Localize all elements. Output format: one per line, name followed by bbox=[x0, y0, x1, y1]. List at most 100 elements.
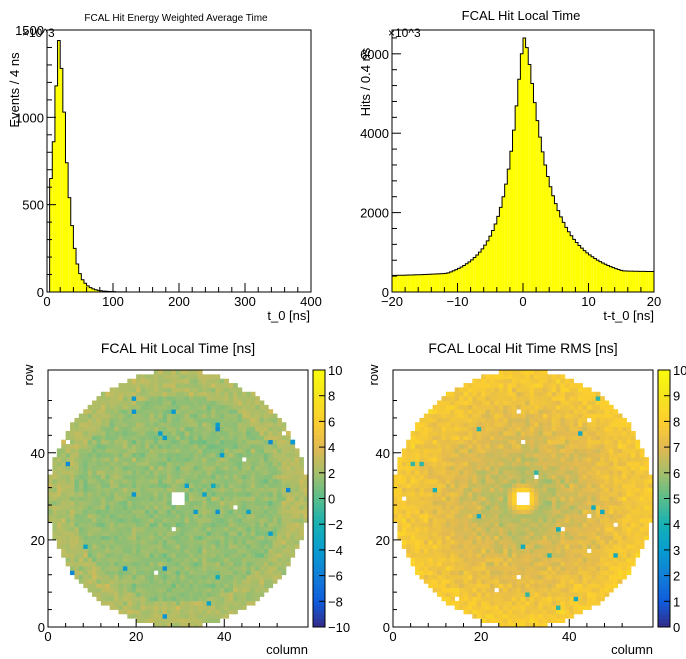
heatmap-cell bbox=[122, 539, 128, 545]
heatmap-cell bbox=[586, 535, 592, 541]
heatmap-cell bbox=[591, 531, 597, 536]
heatmap-cell bbox=[74, 552, 80, 558]
heatmap-cell bbox=[255, 557, 260, 563]
heatmap-cell bbox=[613, 513, 619, 519]
heatmap-cell bbox=[268, 513, 274, 519]
heatmap-cell bbox=[189, 609, 194, 615]
heatmap-cell bbox=[144, 583, 150, 589]
heatmap-cell bbox=[630, 457, 636, 462]
heatmap-cell bbox=[626, 557, 632, 563]
heatmap-cell bbox=[450, 574, 456, 580]
heatmap-cell bbox=[180, 426, 185, 432]
heatmap-cell bbox=[127, 439, 133, 445]
heatmap-cell bbox=[485, 500, 491, 506]
heatmap-cell bbox=[564, 461, 570, 467]
heatmap-cell bbox=[573, 566, 579, 571]
heatmap-cell bbox=[149, 579, 155, 584]
heatmap-cell bbox=[193, 430, 199, 436]
heatmap-cell bbox=[503, 605, 508, 610]
heatmap-cell bbox=[202, 396, 207, 401]
heatmap-cell bbox=[569, 596, 575, 602]
heatmap-cell bbox=[635, 548, 641, 554]
heatmap-cell bbox=[626, 561, 632, 567]
heatmap-cell bbox=[467, 483, 473, 488]
heatmap-cell bbox=[622, 505, 627, 510]
heatmap-cell bbox=[582, 561, 588, 567]
heatmap-cell bbox=[542, 605, 548, 610]
histogram-bar bbox=[49, 178, 53, 292]
heatmap-cell bbox=[197, 457, 203, 462]
heatmap-cell bbox=[534, 579, 539, 584]
heatmap-cell bbox=[525, 613, 530, 619]
heatmap-cell bbox=[591, 574, 597, 580]
heatmap-cell bbox=[175, 557, 181, 563]
heatmap-cell bbox=[241, 570, 247, 576]
heatmap-cell bbox=[454, 605, 460, 610]
heatmap-cell bbox=[65, 491, 71, 497]
heatmap-cell bbox=[140, 522, 146, 528]
heatmap-cell bbox=[511, 587, 517, 593]
heatmap-cell bbox=[78, 448, 84, 454]
heatmap-cell bbox=[114, 574, 119, 580]
heatmap-cell bbox=[516, 592, 522, 597]
heatmap-cell bbox=[96, 566, 102, 571]
heatmap-cell bbox=[542, 474, 548, 480]
colorbar-segment bbox=[313, 528, 325, 534]
heatmap-cell bbox=[538, 587, 544, 593]
heatmap-cell bbox=[503, 561, 508, 567]
heatmap-cell bbox=[595, 474, 601, 480]
heatmap-cell bbox=[299, 483, 304, 488]
heatmap-cell bbox=[87, 417, 93, 423]
heatmap-cell bbox=[441, 505, 447, 510]
heatmap-cell bbox=[511, 557, 517, 563]
heatmap-cell bbox=[215, 435, 221, 441]
heatmap-cell bbox=[511, 566, 517, 571]
heatmap-cell bbox=[233, 383, 238, 388]
heatmap-cell bbox=[105, 457, 111, 462]
heatmap-cell bbox=[481, 496, 486, 502]
heatmap-cell bbox=[437, 587, 442, 593]
heatmap-cell bbox=[162, 444, 168, 449]
heatmap-cell bbox=[489, 522, 495, 528]
heatmap-cell bbox=[114, 592, 119, 597]
histogram-bar bbox=[91, 288, 95, 292]
heatmap-cell bbox=[525, 487, 530, 493]
heatmap-cell bbox=[136, 587, 141, 593]
heatmap-cell bbox=[406, 526, 411, 532]
heatmap-cell bbox=[162, 518, 168, 523]
heatmap-cell bbox=[459, 513, 464, 519]
heatmap-cell bbox=[246, 487, 252, 493]
heatmap-cell bbox=[393, 487, 398, 493]
heatmap-cell bbox=[52, 500, 58, 506]
heatmap-cell bbox=[83, 535, 89, 541]
heatmap-cell bbox=[118, 396, 124, 401]
heatmap-cell bbox=[489, 574, 495, 580]
heatmap-cell bbox=[241, 561, 247, 567]
heatmap-cell bbox=[428, 500, 434, 506]
heatmap-cell bbox=[644, 487, 649, 493]
heatmap-cell bbox=[61, 548, 66, 554]
heatmap-cell bbox=[78, 500, 84, 506]
heatmap-cell bbox=[463, 500, 469, 506]
heatmap-cell bbox=[202, 535, 207, 541]
heatmap-cell bbox=[241, 544, 247, 549]
heatmap-cell bbox=[626, 566, 632, 571]
heatmap-cell bbox=[586, 574, 592, 580]
heatmap-cell bbox=[463, 452, 469, 458]
heatmap-cell bbox=[272, 448, 278, 454]
heatmap-cell bbox=[144, 552, 150, 558]
histogram-bar bbox=[68, 197, 71, 292]
heatmap-cell bbox=[131, 539, 137, 545]
heatmap-cell bbox=[432, 509, 438, 515]
heatmap-cell bbox=[136, 509, 141, 515]
heatmap-cell bbox=[591, 583, 597, 589]
heatmap-cell bbox=[622, 535, 627, 541]
heatmap-cell bbox=[70, 448, 75, 454]
heatmap-cell bbox=[467, 583, 473, 589]
heatmap-cell bbox=[268, 552, 274, 558]
heatmap-cell bbox=[586, 474, 592, 480]
heatmap-cell bbox=[74, 535, 80, 541]
heatmap-cell bbox=[476, 587, 482, 593]
heatmap-cell bbox=[534, 552, 539, 558]
heatmap-cell bbox=[525, 605, 530, 610]
